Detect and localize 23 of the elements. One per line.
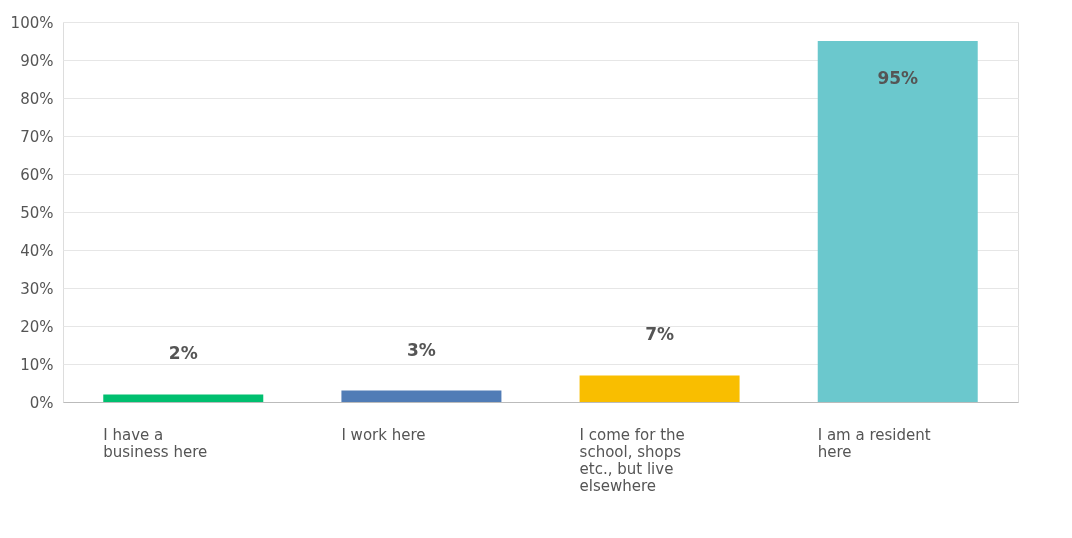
bar — [341, 390, 502, 402]
y-tick-label: 30% — [20, 279, 54, 298]
x-tick-label: I am a resident here — [817, 425, 931, 461]
bar — [103, 394, 264, 402]
y-tick-label: 10% — [20, 355, 54, 374]
x-tick-label: I come for the school, shops etc., but live elsewhere — [579, 425, 685, 495]
bar — [817, 41, 978, 402]
y-tick-label: 100% — [10, 13, 54, 32]
x-tick-label: I work here — [341, 425, 426, 444]
y-tick-label: 50% — [20, 203, 54, 222]
y-tick-label: 90% — [20, 51, 54, 70]
y-tick-label: 70% — [20, 127, 54, 146]
data-label: 3% — [406, 339, 436, 360]
bar — [579, 375, 740, 402]
y-tick-label: 0% — [29, 393, 54, 412]
x-tick-label: I have a business here — [103, 425, 208, 461]
data-label: 7% — [645, 324, 675, 345]
data-label: 95% — [877, 68, 919, 88]
y-tick-label: 80% — [20, 89, 54, 108]
y-tick-label: 60% — [20, 165, 54, 184]
y-tick-label: 20% — [20, 317, 54, 336]
y-tick-label: 40% — [20, 241, 54, 260]
data-label: 2% — [168, 343, 198, 364]
